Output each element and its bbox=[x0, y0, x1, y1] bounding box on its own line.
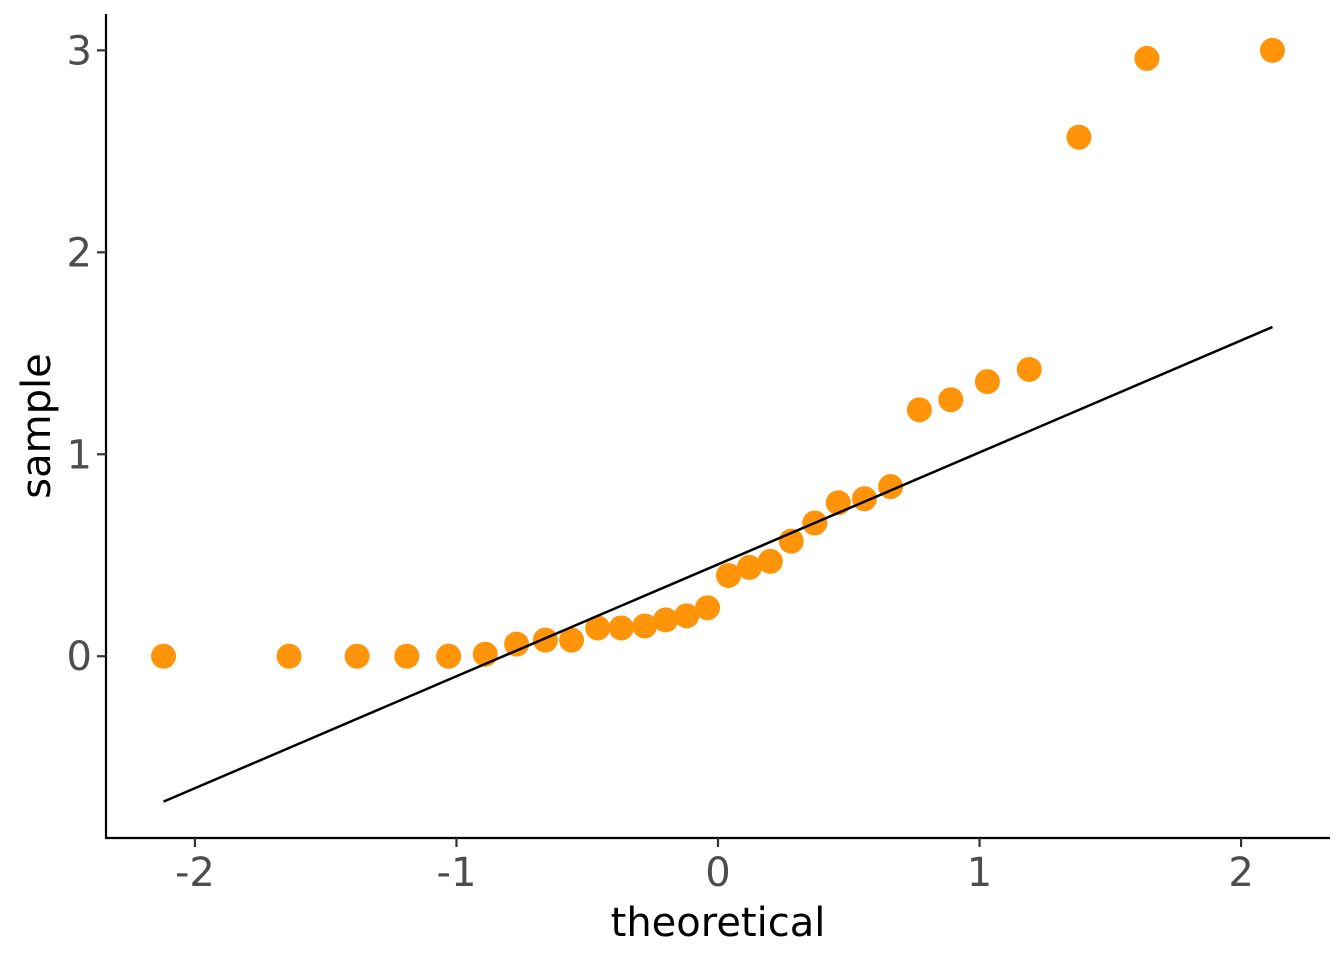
x-tick-label-1: -2 bbox=[175, 850, 215, 896]
data-point-27 bbox=[1016, 356, 1042, 382]
data-point-10 bbox=[585, 615, 611, 641]
data-point-8 bbox=[532, 627, 558, 653]
y-tick-label-2: 1 bbox=[67, 432, 92, 478]
data-point-25 bbox=[938, 387, 964, 413]
data-point-1 bbox=[151, 643, 177, 669]
data-point-7 bbox=[504, 631, 530, 657]
data-point-18 bbox=[757, 548, 783, 574]
x-tick-label-5: 2 bbox=[1228, 850, 1253, 896]
data-point-26 bbox=[974, 369, 1000, 395]
x-tick-label-3: 0 bbox=[705, 850, 730, 896]
y-axis-title: sample bbox=[14, 353, 60, 498]
reference-line bbox=[163, 325, 1273, 803]
x-tick-label-4: 1 bbox=[967, 850, 992, 896]
data-point-4 bbox=[394, 643, 420, 669]
data-point-12 bbox=[632, 613, 658, 639]
data-point-9 bbox=[559, 627, 585, 653]
data-point-13 bbox=[653, 607, 679, 633]
plot-area bbox=[151, 37, 1285, 803]
data-point-17 bbox=[736, 554, 762, 580]
data-point-16 bbox=[715, 562, 741, 588]
data-point-24 bbox=[906, 397, 932, 423]
data-point-11 bbox=[608, 615, 634, 641]
data-point-5 bbox=[436, 643, 462, 669]
data-point-14 bbox=[674, 603, 700, 629]
data-point-2 bbox=[276, 643, 302, 669]
y-tick-label-4: 3 bbox=[67, 28, 92, 74]
data-point-15 bbox=[695, 595, 721, 621]
data-point-3 bbox=[344, 643, 370, 669]
x-tick-label-2: -1 bbox=[437, 850, 477, 896]
axes: -2 -1 0 1 2 0 1 2 3 bbox=[67, 14, 1330, 896]
y-tick-label-1: 0 bbox=[67, 634, 92, 680]
x-axis-title: theoretical bbox=[611, 900, 826, 946]
data-point-30 bbox=[1259, 37, 1285, 63]
data-point-28 bbox=[1066, 124, 1092, 150]
y-tick-label-3: 2 bbox=[67, 230, 92, 276]
data-point-29 bbox=[1134, 45, 1160, 71]
